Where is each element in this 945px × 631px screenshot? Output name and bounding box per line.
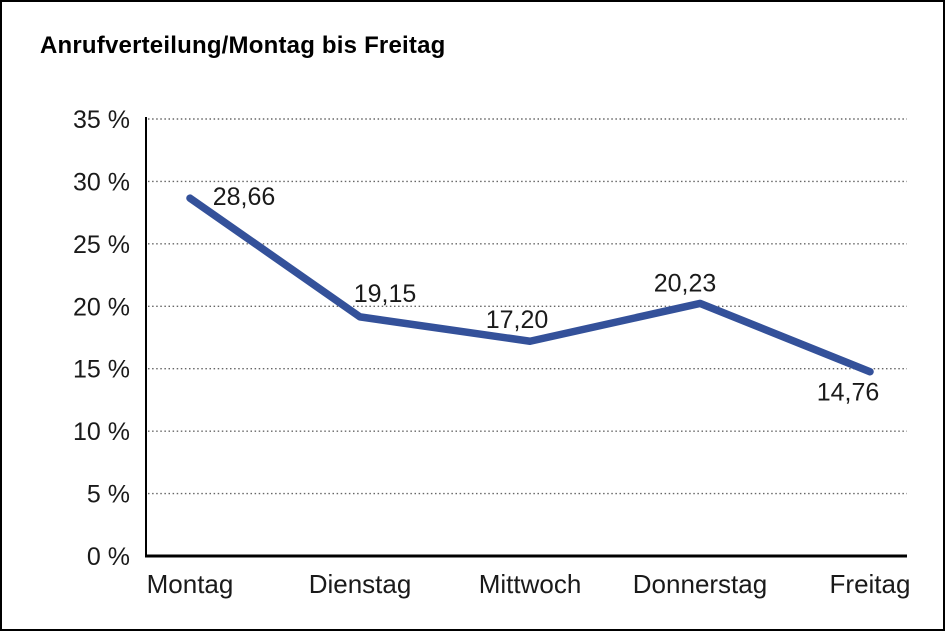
y-axis-tick-label: 25 % <box>73 231 130 259</box>
y-axis-tick-label: 20 % <box>73 293 130 321</box>
data-point-label: 20,23 <box>654 269 717 297</box>
x-axis-tick-label: Mittwoch <box>479 569 582 599</box>
y-axis-tick-label: 35 % <box>73 106 130 134</box>
data-line <box>186 194 874 376</box>
x-axis-tick-label: Dienstag <box>309 569 412 599</box>
y-axis-tick-label: 15 % <box>73 356 130 384</box>
data-point-label: 28,66 <box>213 183 276 211</box>
chart-title: Anrufverteilung/Montag bis Freitag <box>40 32 446 59</box>
data-point-label: 17,20 <box>486 306 549 334</box>
y-axis-tick-label: 10 % <box>73 418 130 446</box>
x-axis-tick-label: Donnerstag <box>633 569 767 599</box>
x-axis-tick-label: Montag <box>147 569 234 599</box>
data-point-label: 14,76 <box>817 379 880 407</box>
y-axis-tick-label: 30 % <box>73 168 130 196</box>
y-axis-tick-label: 5 % <box>87 481 130 509</box>
x-axis-tick-label: Freitag <box>830 569 911 599</box>
data-point-label: 19,15 <box>354 280 417 308</box>
y-axis-tick-label: 0 % <box>87 543 130 571</box>
